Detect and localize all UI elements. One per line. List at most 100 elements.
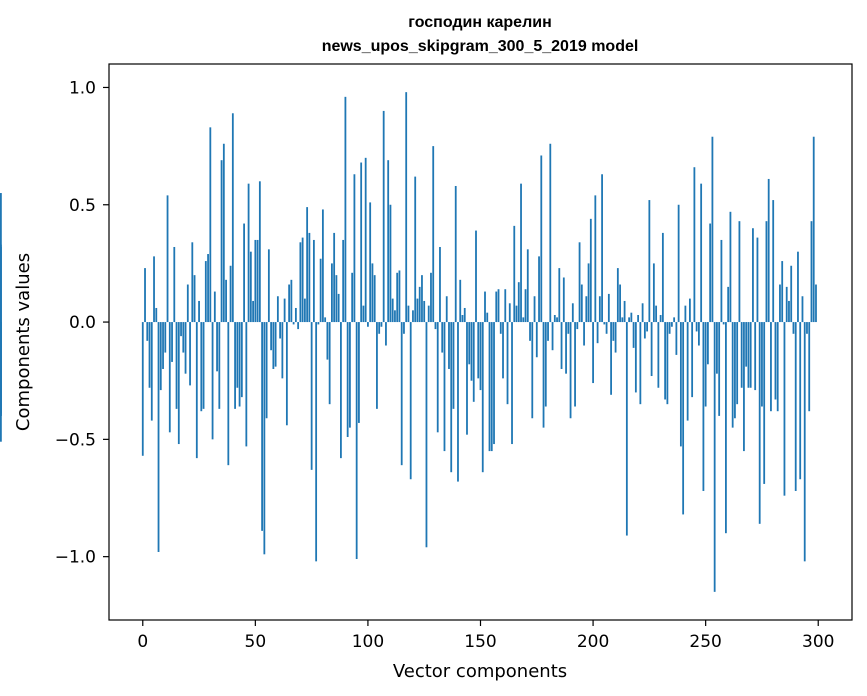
bar [679,322,682,447]
bar [407,305,410,323]
bar [752,228,754,323]
bar [670,322,673,327]
bar [722,322,725,325]
bar [312,239,315,323]
bar [371,263,374,323]
bar [333,232,336,323]
bar [749,322,752,388]
bar [198,300,200,323]
bar [675,322,678,355]
bar [727,286,730,323]
bar [376,322,378,409]
bar [677,204,680,323]
bar [461,315,464,323]
bar [168,322,171,433]
y-tick-label: 0.0 [69,313,96,333]
bar [511,322,513,445]
bar [412,310,414,323]
bar [655,305,658,323]
bar [331,263,333,323]
bar [470,322,473,381]
bar [524,289,527,323]
bar [468,322,471,365]
bar [220,160,223,323]
bar [713,322,716,592]
bar [258,181,261,323]
bar [774,322,777,400]
bar [594,195,597,323]
bar [684,305,687,323]
bar [707,322,709,365]
bar [808,322,811,412]
bar [520,183,522,323]
bar [443,322,446,452]
bar [702,322,705,491]
bar [441,322,444,353]
bar [148,322,151,388]
bar [373,275,376,323]
bar [394,310,396,323]
bar [360,162,363,323]
bar [695,322,698,332]
bar [740,322,743,388]
bar [628,317,630,323]
bar [362,305,365,323]
bar [159,322,162,391]
bar [162,322,164,369]
bar [756,237,759,323]
bar [146,322,149,341]
bar [283,298,286,323]
bar-series [0,92,817,592]
bar [490,322,493,452]
bar [729,211,732,323]
bar [799,322,802,480]
bar [439,246,441,323]
bar [308,232,311,323]
bar [301,237,304,323]
bar [598,296,601,323]
bar [238,322,241,407]
bar [783,322,786,496]
bar [346,322,349,438]
bar [335,275,338,323]
bar [319,258,322,323]
bar [776,322,779,412]
bar [240,322,243,398]
bar [380,322,383,327]
bar [184,322,187,374]
bar [150,322,153,421]
bar [400,322,403,466]
bar [445,296,448,323]
bar [290,279,293,323]
chart-subtitle: news_upos_skipgram_300_5_2019 model [322,38,639,55]
bar [263,322,266,555]
bar [542,322,545,428]
bar [781,261,784,323]
bar [276,296,279,323]
bar [551,322,554,351]
bar [180,322,182,337]
bar [281,322,284,379]
bar [189,322,191,386]
bar [450,322,453,473]
bar [610,322,612,395]
bar [0,322,2,416]
bar [616,268,619,323]
bar [472,322,475,402]
x-tick-label: 200 [577,632,609,652]
bar [668,322,671,334]
bar [637,315,640,323]
bar [700,183,703,323]
bar [576,322,579,330]
bar [351,272,354,323]
bar [761,322,763,407]
x-axis-ticks: 0 50 100 150 200 250 300 [137,620,834,652]
bar [389,204,392,323]
bar [747,322,750,388]
bar [195,322,198,459]
bar [734,322,736,419]
bar [605,322,608,334]
bar [659,315,662,323]
bar [801,296,804,323]
